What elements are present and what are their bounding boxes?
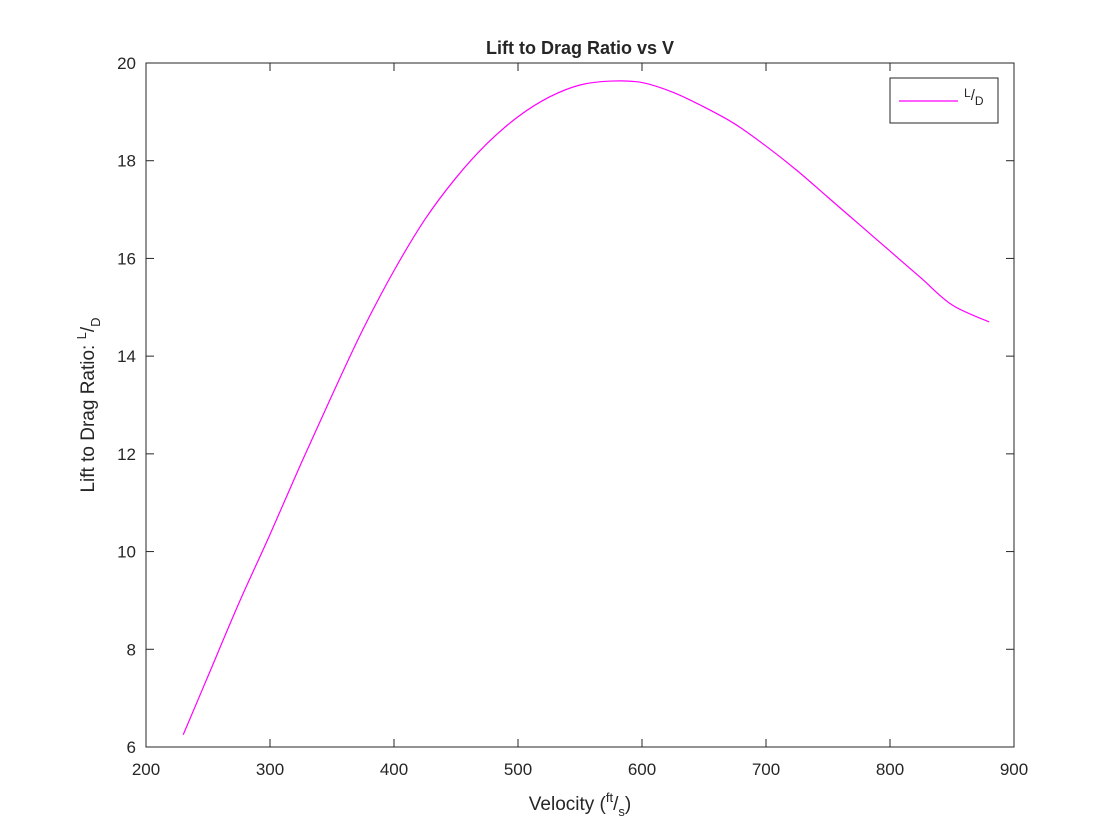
y-tick-label: 10 <box>117 543 136 562</box>
y-tick-label: 18 <box>117 152 136 171</box>
series-line-lift-to-drag <box>182 80 990 736</box>
x-tick-label: 200 <box>132 760 160 779</box>
y-tick-label: 16 <box>117 249 136 268</box>
x-axis-ticks: 200 300 400 500 600 700 800 900 <box>132 63 1028 779</box>
y-tick-label: 12 <box>117 445 136 464</box>
legend: L/D <box>889 77 999 124</box>
x-tick-label: 700 <box>752 760 780 779</box>
y-axis-ticks: 6 8 10 12 14 16 18 20 <box>117 54 1014 757</box>
x-axis-label: Velocity (ft/s) <box>529 790 631 819</box>
legend-entry-label: L/D <box>964 86 984 108</box>
x-tick-label: 600 <box>628 760 656 779</box>
y-tick-label: 6 <box>127 738 136 757</box>
x-tick-label: 400 <box>380 760 408 779</box>
y-tick-label: 8 <box>127 640 136 659</box>
x-tick-label: 300 <box>256 760 284 779</box>
x-tick-label: 500 <box>504 760 532 779</box>
chart-title: Lift to Drag Ratio vs V <box>486 38 674 58</box>
plot-area <box>145 62 1015 748</box>
x-tick-label: 900 <box>1000 760 1028 779</box>
series-layer <box>182 80 990 736</box>
y-tick-label: 20 <box>117 54 136 73</box>
y-tick-label: 14 <box>117 347 136 366</box>
y-axis-label: Lift to Drag Ratio: L/D <box>74 317 103 492</box>
x-tick-label: 800 <box>876 760 904 779</box>
